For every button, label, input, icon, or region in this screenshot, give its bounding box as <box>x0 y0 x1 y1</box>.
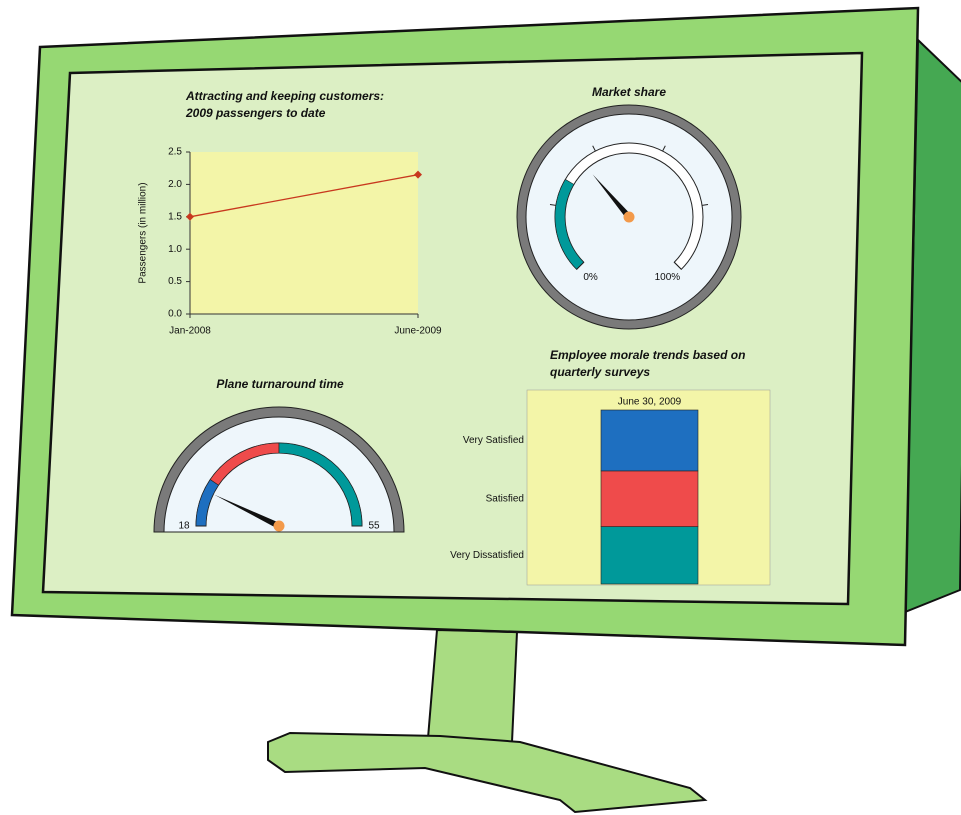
marker <box>414 170 422 179</box>
gauge-band <box>554 178 585 270</box>
bar-segment <box>600 409 699 472</box>
legend-label: Very Satisfied <box>463 435 524 446</box>
y-tick-label: 1.0 <box>168 244 182 255</box>
gauge-tick <box>549 203 556 206</box>
gauge-needle <box>592 174 632 219</box>
gauge-hub <box>623 211 635 223</box>
gauge-tick-label: 55 <box>368 521 380 532</box>
y-tick-label: 2.0 <box>168 179 182 190</box>
y-axis-label: Passengers (in million) <box>138 182 149 283</box>
gauge-tick-label: 100% <box>655 272 681 283</box>
line <box>189 174 419 218</box>
x-tick-label: June 30, 2009 <box>618 397 682 408</box>
x-tick-label: Jan-2008 <box>169 326 211 337</box>
y-tick-label: 2.5 <box>168 147 182 158</box>
y-tick-label: 0.0 <box>168 309 182 320</box>
stand-base <box>267 731 708 814</box>
gauge-tick <box>673 261 682 270</box>
gauge-tick <box>662 145 666 152</box>
chart-title: Attracting and keeping customers: 2009 p… <box>186 89 385 120</box>
x-tick-label: June-2009 <box>394 326 442 337</box>
gauge-face <box>163 416 395 533</box>
legend-label: Satisfied <box>486 493 524 504</box>
gauge-tick-label: 0% <box>583 272 598 283</box>
y-tick-label: 1.5 <box>168 211 182 222</box>
gauge-tick <box>592 145 596 152</box>
gauge-tick <box>576 261 585 270</box>
bar-segment <box>600 526 699 585</box>
legend-label: Very Dissatisfied <box>450 550 524 561</box>
chart-title: Plane turnaround time <box>216 377 344 391</box>
gauge-tick <box>702 203 709 206</box>
chart-title: Employee morale trends based on quarterl… <box>550 348 746 379</box>
plot-area <box>190 152 418 314</box>
gauge-hub <box>273 520 285 532</box>
y-tick-label: 0.5 <box>168 276 182 287</box>
chart-title: Market share <box>591 85 667 99</box>
gauge-tick-label: 18 <box>178 521 190 532</box>
marker <box>186 212 194 221</box>
bar-segment <box>600 470 699 527</box>
stand-neck <box>426 628 519 744</box>
gauge-needle <box>214 494 281 529</box>
